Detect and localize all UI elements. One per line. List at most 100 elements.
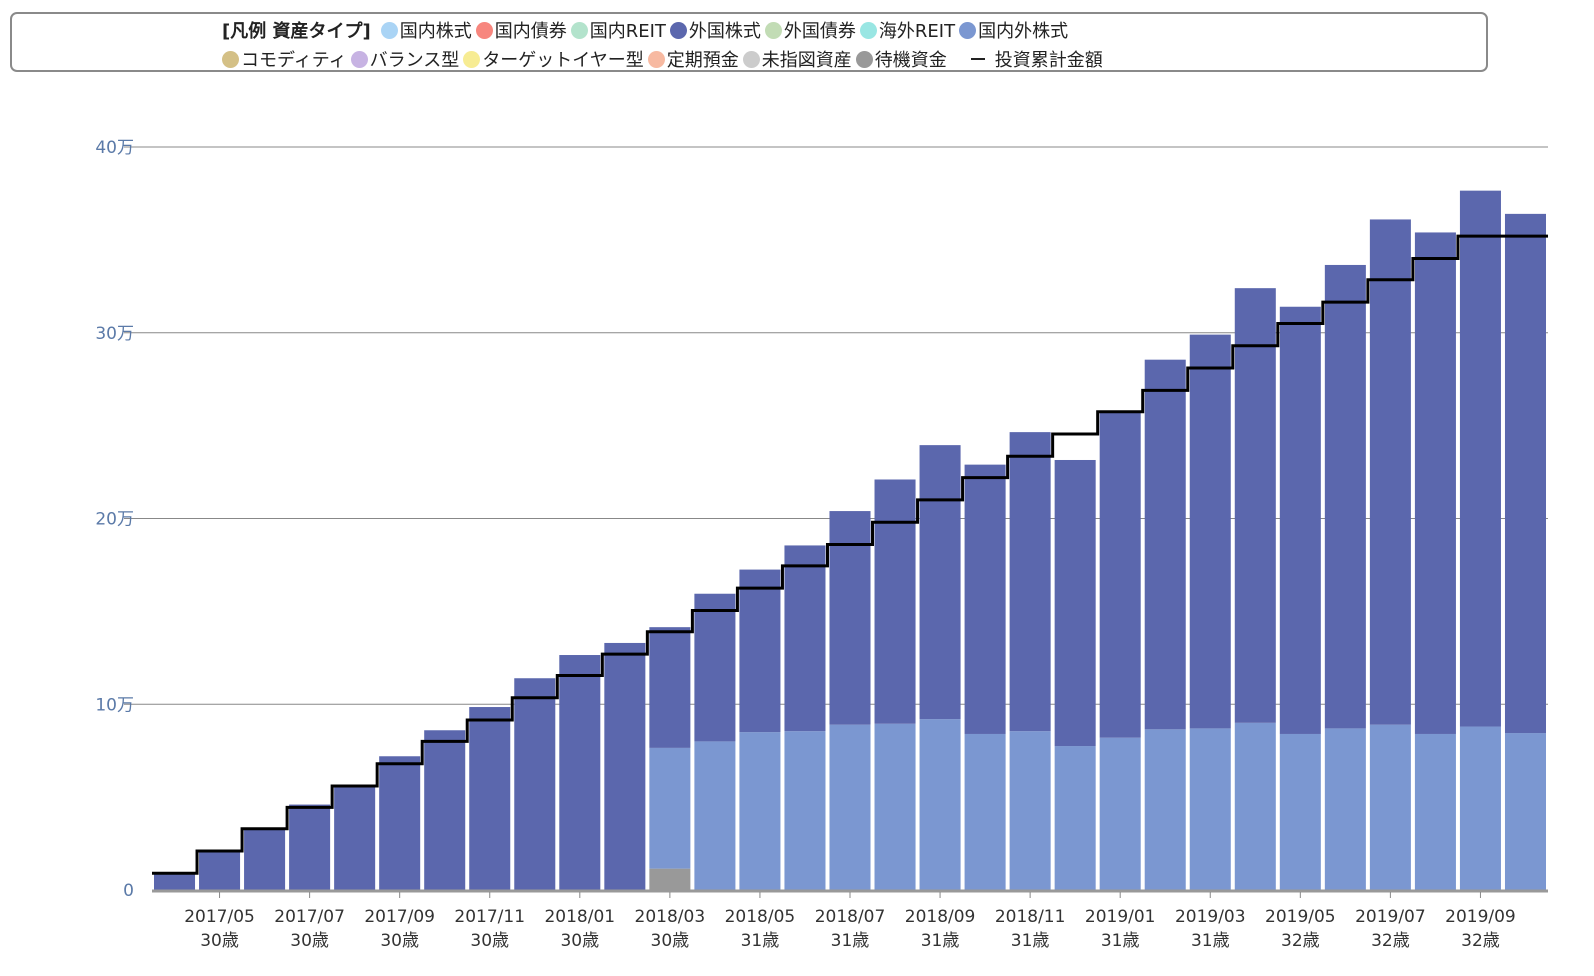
legend-swatch [959,21,977,39]
y-tick-label: 30万 [95,324,134,344]
x-tick-label-month: 2018/07 [815,907,886,927]
x-tick-label-age: 30歳 [651,931,690,951]
bar-segment [1144,729,1186,890]
legend-swatch [764,21,782,39]
legend-row-1: [凡例 資産タイプ] 国内株式 国内債券 国内REIT 外国株式 外国債券 海外REIT 国… [222,17,1072,43]
legend-label: 未指図資産 [761,50,852,71]
legend-swatch [859,21,877,39]
legend-item: 海外REIT [859,17,956,43]
legend-label: 国内株式 [399,21,472,42]
cumulative-line-legend-swatch [970,58,985,60]
legend-item: ターゲットイヤー型 [463,46,644,72]
x-tick-label-age: 30歳 [380,931,419,951]
x-tick-label-month: 2018/05 [725,907,796,927]
x-tick-label-month: 2018/03 [635,907,706,927]
x-tick-label-age: 31歳 [1101,931,1140,951]
bar-segment [1099,412,1141,738]
legend-item: 国内外株式 [959,17,1068,43]
bar-segment [739,732,781,890]
legend-label: 国内REIT [589,21,666,42]
bar-segment [424,730,466,890]
x-tick-label-month: 2017/07 [274,907,345,927]
legend-swatch [222,50,239,68]
legend-item: 待機資金 [855,46,947,72]
x-tick-label-age: 30歳 [200,931,239,951]
legend-item: 外国債券 [764,17,856,43]
legend-label: バランス型 [369,50,460,71]
legend-item: 外国株式 [669,17,761,43]
x-tick-label-age: 32歳 [1461,931,1500,951]
y-tick-label: 0 [123,881,134,901]
legend-label-cumulative: 投資累計金額 [994,50,1103,71]
x-tick-label-age: 31歳 [1191,931,1230,951]
legend-label: 国内債券 [494,21,567,42]
legend-item: 国内債券 [475,17,567,43]
bar-segment [604,642,646,890]
bar-segment [919,719,961,890]
bar-segment [1414,232,1456,734]
legend-item: 国内株式 [380,17,472,43]
x-tick-label-month: 2018/09 [905,907,976,927]
legend-label: 定期預金 [666,50,739,71]
bar-segment [1054,746,1096,890]
legend-swatch [855,50,873,68]
x-tick-label-month: 2018/01 [544,907,615,927]
x-tick-label-month: 2017/09 [364,907,435,927]
legend-swatch [669,21,687,39]
bar-segment [649,747,691,869]
bar-segment [964,733,1006,890]
x-tick-label-age: 32歳 [1281,931,1320,951]
bar-segment [1009,432,1051,732]
bar-segment [1189,334,1231,729]
chart-legend: [凡例 資産タイプ] 国内株式 国内債券 国内REIT 外国株式 外国債券 海外REIT 国… [10,12,1488,72]
x-tick-label-age: 31歳 [831,931,870,951]
bar-segment [334,785,376,890]
bar-segment [1144,359,1186,730]
bar-segment [1459,190,1501,727]
bar-segment [289,804,331,890]
bar-segment [1504,733,1546,890]
x-tick-label-age: 30歳 [560,931,599,951]
x-tick-label-month: 2019/09 [1445,907,1516,927]
bar-segment [1459,726,1501,890]
y-tick-label: 20万 [95,510,134,530]
bar-segment [739,569,781,733]
bar-segment [1324,264,1366,729]
legend-label: 海外REIT [878,21,956,42]
legend-title: [凡例 資産タイプ] [222,21,371,42]
legend-row-2: コモディティ バランス型 ターゲットイヤー型 定期預金 未指図資産 待機資金 投資累計金額 [222,46,1103,72]
bar-segment [199,850,241,890]
bar-segment [1099,737,1141,890]
x-tick-label-month: 2019/05 [1265,907,1336,927]
bar-segment [1279,733,1321,890]
legend-label: 待機資金 [874,50,947,71]
bar-segment [874,723,916,890]
y-tick-label: 10万 [95,695,134,715]
bar-segment [694,593,736,742]
legend-item: 定期預金 [647,46,739,72]
bar-segment [1369,219,1411,725]
legend-label: コモディティ [241,50,347,71]
x-tick-label-age: 30歳 [290,931,329,951]
bar-segment [1189,728,1231,890]
legend-swatch [350,50,368,68]
bar-segment [514,678,556,890]
bar-segment [919,445,961,720]
bar-segment [1234,722,1276,890]
legend-swatch [570,21,588,39]
bar-segment [154,874,196,890]
legend-swatch [742,50,760,68]
x-tick-label-month: 2019/07 [1355,907,1426,927]
bar-segment [1234,288,1276,723]
bar-segment [379,756,421,890]
y-tick-label: 40万 [95,138,134,158]
bar-segment [784,731,826,890]
bar-segment [1324,728,1366,890]
legend-label: 国内外株式 [978,21,1069,42]
bar-segment [649,627,691,748]
bar-segment [694,741,736,890]
legend-swatch [647,50,665,68]
x-tick-label-age: 31歳 [741,931,780,951]
legend-item: バランス型 [350,46,460,72]
